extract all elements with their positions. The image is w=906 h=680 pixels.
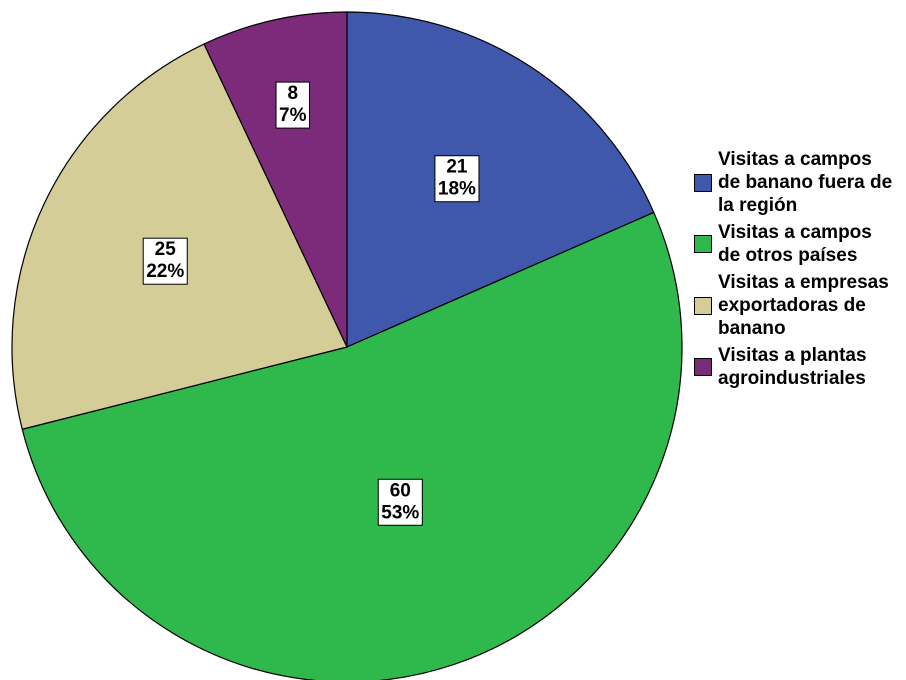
pie-slice [11,43,348,430]
pie-slice [346,11,655,348]
legend-item: Visitas a campos de banano fuera de la r… [694,148,894,217]
legend-item: Visitas a campos de otros países [694,221,894,267]
value-label: 60 [390,480,411,501]
legend: Visitas a campos de banano fuera de la r… [694,148,894,390]
legend-item: Visitas a plantas agroindustriales [694,344,894,390]
legend-swatch [694,358,712,376]
legend-swatch [694,235,712,253]
legend-label: Visitas a campos de otros países [718,222,872,266]
legend-swatch [694,296,712,315]
legend-swatch [694,173,712,192]
percent-label: 22% [146,261,184,282]
pie-slice [203,11,348,348]
label-box [275,81,311,129]
value-label: 25 [155,239,177,260]
percent-label: 18% [438,179,476,200]
value-label: 8 [287,83,298,104]
legend-label: Visitas a empresas exportadoras de banan… [718,272,889,339]
legend-label: Visitas a plantas agroindustriales [718,345,867,389]
value-label: 21 [446,157,468,178]
percent-label: 53% [381,502,419,523]
pie-slice [21,211,683,680]
legend-label: Visitas a campos de banano fuera de la r… [718,149,893,216]
data-label: 87% [275,81,311,129]
label-box [377,478,423,526]
legend-item: Visitas a empresas exportadoras de banan… [694,271,894,340]
label-box [434,155,480,203]
percent-label: 7% [279,105,307,126]
label-box [142,237,188,285]
